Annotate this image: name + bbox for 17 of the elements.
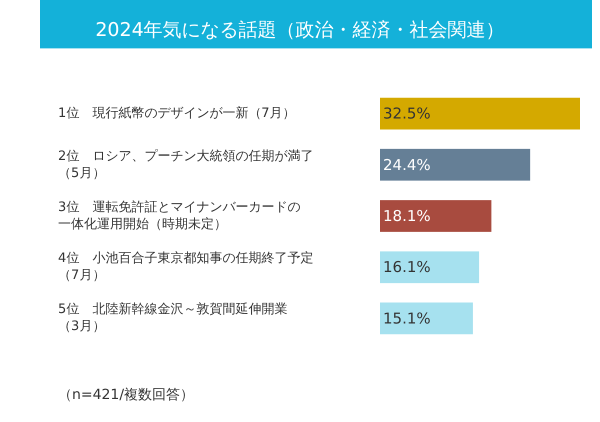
y-tick-label: 4位 小池百合子東京都知事の任期終了予定（7月） bbox=[58, 251, 314, 283]
data-label: 32.5% bbox=[383, 104, 431, 123]
bar bbox=[380, 251, 480, 284]
data-label: 16.1% bbox=[383, 258, 431, 276]
text: （n=421/複数回答） bbox=[58, 387, 194, 403]
data-label: 24.4% bbox=[383, 156, 431, 174]
bar bbox=[380, 200, 492, 232]
chart-title: 2024年気になる話題（政治・経済・社会関連） bbox=[95, 19, 505, 42]
y-tick-label: 2位 ロシア、プーチン大統領の任期が満了（5月） bbox=[58, 149, 314, 181]
data-label: 18.1% bbox=[383, 207, 431, 225]
y-tick-label: 5位 北陸新幹線金沢～敦賀間延伸開業（3月） bbox=[58, 302, 288, 334]
data-label: 15.1% bbox=[383, 309, 431, 328]
bar bbox=[380, 148, 530, 181]
bar bbox=[380, 98, 580, 130]
bar bbox=[380, 302, 473, 334]
y-tick-label: 1位 現行紙幣のデザインが一新（7月） bbox=[58, 106, 296, 121]
y-tick-label: 3位 運転免許証とマイナンバーカードの一体化運用開始（時期未定） bbox=[58, 200, 300, 232]
